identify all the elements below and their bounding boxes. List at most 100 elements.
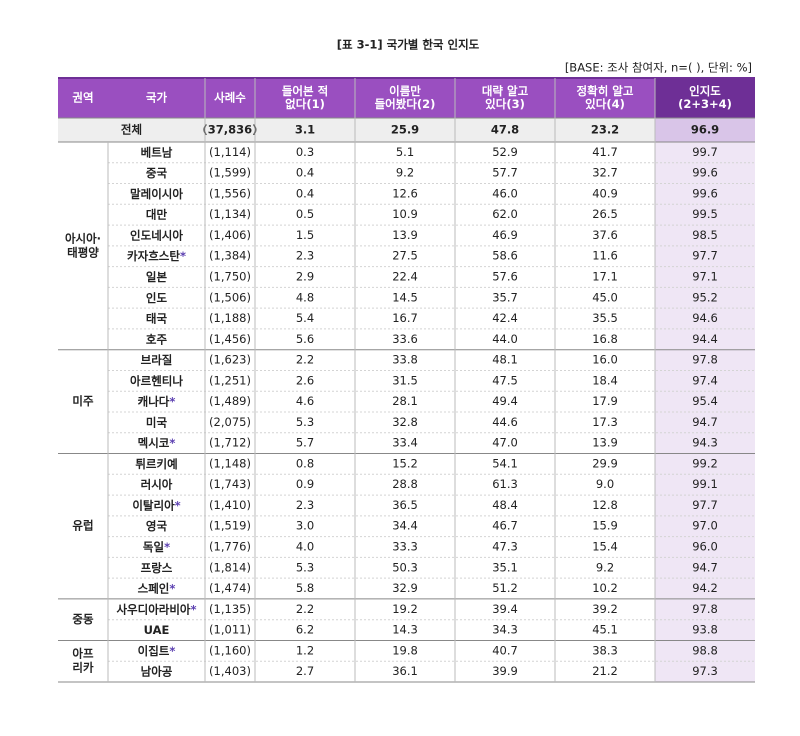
country-name: 중국 [146, 166, 168, 180]
total-value: 47.8 [491, 123, 519, 137]
cell-value: 36.1 [392, 664, 418, 678]
total-value: 96.9 [691, 123, 719, 137]
country-note: * [180, 249, 186, 263]
country: 멕시코* [138, 436, 176, 450]
cell-value: 33.3 [392, 540, 418, 554]
country-name: 아르헨티나 [130, 373, 183, 387]
cell-value: 15.9 [592, 519, 618, 533]
country-note: * [169, 581, 175, 595]
cell-value: 35.7 [492, 290, 518, 304]
cell-value: 46.0 [492, 186, 518, 200]
header-bg [58, 78, 755, 118]
cell-value: 32.9 [392, 581, 418, 595]
sample-size: (1,406) [209, 228, 251, 242]
sample-size: (1,135) [209, 602, 251, 616]
cell-value: 34.4 [392, 519, 418, 533]
cell-value: 40.7 [492, 643, 518, 657]
cell-value: 0.5 [296, 207, 314, 221]
country-name: 이탈리아 [132, 498, 175, 512]
cell-value: 58.6 [492, 249, 518, 263]
cell-value: 52.9 [492, 145, 518, 159]
header-cell: 사례수 [214, 91, 246, 105]
cell-value: 9.2 [396, 166, 414, 180]
country: 베트남 [141, 145, 173, 159]
sample-size: (1,114) [209, 145, 251, 159]
sample-size: (1,776) [209, 540, 251, 554]
sample-size: (2,075) [209, 415, 251, 429]
cell-value: 48.4 [492, 498, 518, 512]
country: 캐나다* [138, 394, 176, 408]
cell-value: 39.9 [492, 664, 518, 678]
cell-value: 0.4 [296, 186, 314, 200]
cell-value: 99.5 [692, 207, 718, 221]
cell-value: 49.4 [492, 394, 518, 408]
country-name: 대만 [146, 207, 168, 221]
country: 이탈리아* [132, 498, 180, 512]
sample-size: (1,456) [209, 332, 251, 346]
cell-value: 17.1 [592, 270, 618, 284]
table-note: [BASE: 조사 참여자, n=( ), 단위: %] [565, 61, 752, 75]
header-cell: 국가 [146, 91, 168, 105]
cell-value: 48.1 [492, 353, 518, 367]
sample-size: (1,474) [209, 581, 251, 595]
cell-value: 28.1 [392, 394, 418, 408]
cell-value: 47.3 [492, 540, 518, 554]
cell-value: 5.8 [296, 581, 314, 595]
cell-value: 94.7 [692, 560, 718, 574]
cell-value: 5.4 [296, 311, 314, 325]
cell-value: 14.3 [392, 623, 418, 637]
cell-value: 17.3 [592, 415, 618, 429]
country: 대만 [146, 207, 168, 221]
country-name: 베트남 [141, 145, 173, 159]
cell-value: 97.8 [692, 602, 718, 616]
region-label: 미주 [72, 394, 94, 408]
cell-value: 51.2 [492, 581, 518, 595]
country-note: * [164, 540, 170, 554]
cell-value: 1.2 [296, 643, 314, 657]
cell-value: 97.4 [692, 373, 718, 387]
cell-value: 29.9 [592, 456, 618, 470]
country-name: 일본 [146, 270, 168, 284]
country-note: * [169, 643, 175, 657]
region-label: 중동 [72, 612, 94, 626]
cell-value: 16.7 [392, 311, 418, 325]
header-cell: 들어봤다(2) [375, 97, 436, 111]
sample-size: (1,489) [209, 394, 251, 408]
header-cell: 있다(3) [485, 97, 525, 111]
region-label: 유럽 [72, 519, 93, 533]
cell-value: 13.9 [592, 436, 618, 450]
cell-value: 19.2 [392, 602, 418, 616]
header-cell: (2+3+4) [678, 97, 732, 111]
cell-value: 40.9 [592, 186, 618, 200]
cell-value: 39.4 [492, 602, 518, 616]
cell-value: 39.2 [592, 602, 618, 616]
cell-value: 2.7 [296, 664, 314, 678]
cell-value: 47.5 [492, 373, 518, 387]
country: 영국 [146, 519, 168, 533]
cell-value: 98.8 [692, 643, 718, 657]
cell-value: 2.3 [296, 498, 314, 512]
cell-value: 33.6 [392, 332, 418, 346]
cell-value: 94.3 [692, 436, 718, 450]
header-cell: 없다(1) [285, 97, 325, 111]
total-value: 3.1 [295, 123, 315, 137]
cell-value: 99.2 [692, 456, 718, 470]
country-name: 인도네시아 [130, 228, 183, 242]
cell-value: 15.2 [392, 456, 418, 470]
cell-value: 99.6 [692, 166, 718, 180]
total-label: 전체 [121, 123, 142, 137]
cell-value: 38.3 [592, 643, 618, 657]
sample-size: (1,506) [209, 290, 251, 304]
region-label: 아시아· [65, 231, 101, 245]
sample-size: (1,750) [209, 270, 251, 284]
header-cell: 정확히 알고 [577, 84, 634, 98]
country-name: 태국 [146, 311, 168, 325]
cell-value: 33.8 [392, 353, 418, 367]
country-note: * [191, 602, 197, 616]
cell-value: 47.0 [492, 436, 518, 450]
cell-value: 44.6 [492, 415, 518, 429]
country-name: 남아공 [141, 664, 173, 678]
cell-value: 99.7 [692, 145, 718, 159]
country: 독일* [143, 540, 170, 554]
